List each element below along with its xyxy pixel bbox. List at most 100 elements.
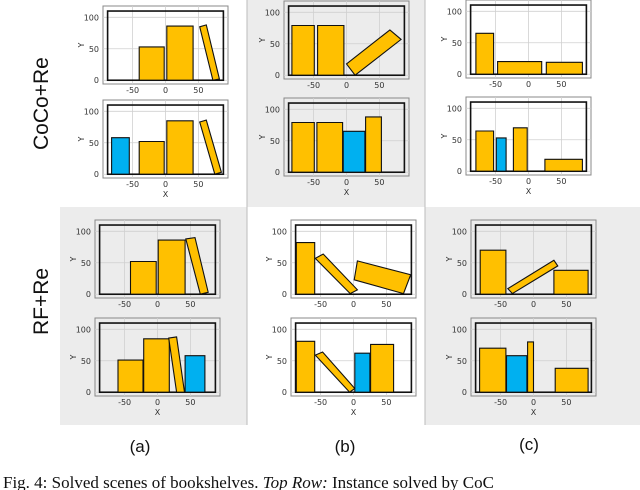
x-tick-label: 0 [344, 178, 349, 187]
x-tick-label: -50 [489, 80, 502, 89]
x-axis-label: X [163, 190, 169, 199]
book-yellow [316, 121, 344, 173]
x-tick-label: 50 [561, 398, 571, 407]
y-tick-label: 0 [275, 71, 280, 80]
book-yellow [553, 269, 589, 295]
book-yellow [475, 32, 495, 75]
x-tick-label: 0 [163, 180, 168, 189]
caption-prefix: Fig. 4: Solved scenes of bookshelves. [3, 473, 263, 490]
book-yellow [527, 341, 535, 393]
x-axis-label: X [351, 408, 357, 417]
y-tick-label: 100 [452, 325, 467, 334]
y-tick-label: 50 [457, 259, 467, 268]
y-tick-label: 0 [86, 290, 91, 299]
figure-caption: Fig. 4: Solved scenes of bookshelves. To… [3, 473, 494, 490]
x-tick-label: 0 [163, 86, 168, 95]
x-tick-label: -50 [494, 300, 507, 309]
x-tick-label: 50 [381, 398, 391, 407]
book-yellow [295, 340, 316, 393]
y-axis-label: Y [265, 256, 274, 262]
book-blue [342, 130, 366, 173]
x-tick-label: -50 [118, 398, 131, 407]
y-tick-label: 100 [265, 8, 280, 17]
book-yellow [117, 359, 144, 393]
plot-rf-a-2: -50 0 50 0 50 100 Y X [69, 317, 221, 417]
book-yellow [317, 24, 345, 76]
book-yellow [479, 347, 507, 393]
book-yellow [166, 120, 194, 175]
plot-rf-a-1: -50 0 50 0 50 100 Y [69, 219, 221, 309]
book-blue [354, 352, 371, 393]
shelf-outline [294, 322, 413, 394]
y-tick-label: 50 [270, 137, 280, 146]
y-tick-label: 100 [447, 104, 462, 113]
plot-rf-b-1: -50 0 50 0 50 100 Y [265, 219, 417, 309]
y-axis-label: Y [69, 354, 78, 360]
book-yellow [185, 236, 209, 295]
x-tick-label: 0 [344, 81, 349, 90]
book-yellow [143, 338, 170, 393]
y-axis-label: Y [445, 256, 454, 262]
shelf-outline [98, 224, 217, 296]
x-tick-label: -50 [489, 177, 502, 186]
x-tick-label: -50 [307, 81, 320, 90]
y-tick-label: 0 [275, 168, 280, 177]
book-yellow [199, 24, 221, 81]
x-tick-label: 50 [185, 398, 195, 407]
book-yellow [506, 259, 559, 295]
plot-coco-c-2: -50 0 50 0 50 100 Y X [440, 96, 592, 196]
x-tick-label: -50 [126, 180, 139, 189]
book-yellow [365, 116, 382, 173]
x-tick-label: 0 [155, 300, 160, 309]
y-axis-label: Y [77, 136, 86, 142]
plot-coco-b-2: -50 0 50 0 50 100 Y X [258, 97, 410, 197]
plot-coco-a-2: -50 0 50 0 50 100 Y X [77, 99, 229, 199]
x-tick-label: -50 [314, 300, 327, 309]
y-tick-label: 50 [81, 357, 91, 366]
row-label-coco: CoCo+Re [30, 57, 53, 150]
y-tick-label: 50 [452, 39, 462, 48]
x-tick-label: -50 [118, 300, 131, 309]
y-axis-label: Y [440, 133, 449, 139]
book-yellow [166, 25, 194, 81]
y-tick-label: 50 [81, 259, 91, 268]
x-tick-label: 0 [526, 177, 531, 186]
y-tick-label: 0 [282, 290, 287, 299]
row-label-rf: RF+Re [30, 268, 53, 335]
y-tick-label: 50 [89, 45, 99, 54]
book-yellow [138, 140, 165, 175]
book-blue [505, 355, 528, 393]
plot-coco-c-1: -50 0 50 0 50 100 Y [440, 0, 592, 89]
y-axis-label: Y [77, 42, 86, 48]
y-tick-label: 100 [265, 105, 280, 114]
y-axis-label: Y [445, 354, 454, 360]
book-yellow [545, 61, 583, 75]
x-tick-label: 0 [531, 398, 536, 407]
book-blue [184, 355, 206, 393]
x-tick-label: 0 [155, 398, 160, 407]
plot-rf-c-1: -50 0 50 0 50 100 Y [445, 219, 597, 309]
plot-coco-a-1: -50 0 50 0 50 100 Y [77, 5, 229, 95]
panel-label-a: (a) [130, 437, 151, 456]
x-tick-label: 0 [351, 398, 356, 407]
book-yellow [291, 24, 315, 76]
panel-label-c: (c) [519, 435, 539, 454]
plot-rf-c-2: -50 0 50 0 50 100 Y X [445, 317, 597, 417]
x-axis-label: X [344, 188, 350, 197]
y-tick-label: 0 [457, 70, 462, 79]
y-axis-label: Y [265, 354, 274, 360]
y-tick-label: 0 [94, 170, 99, 179]
x-axis-label: X [531, 408, 537, 417]
book-yellow [168, 336, 186, 393]
x-tick-label: 50 [556, 177, 566, 186]
y-tick-label: 100 [272, 227, 287, 236]
book-yellow [345, 29, 402, 76]
x-tick-label: 50 [185, 300, 195, 309]
x-tick-label: 0 [351, 300, 356, 309]
book-blue [111, 137, 130, 175]
y-tick-label: 100 [84, 13, 99, 22]
x-tick-label: 50 [374, 81, 384, 90]
x-tick-label: 50 [374, 178, 384, 187]
y-tick-label: 0 [462, 388, 467, 397]
